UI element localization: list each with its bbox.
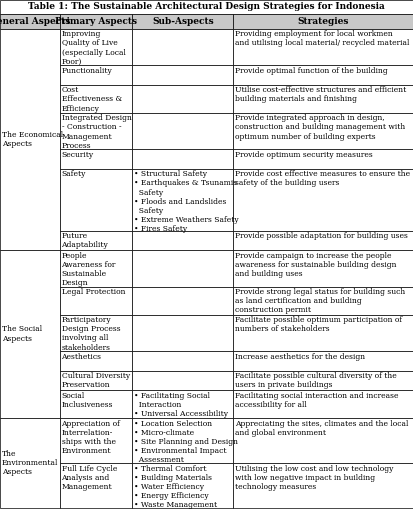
Bar	[132, 390, 233, 418]
Bar	[60, 287, 132, 314]
Bar	[132, 29, 233, 65]
Bar	[60, 29, 132, 65]
Bar	[132, 65, 233, 85]
Text: Facilitate possible optimum participation of
numbers of stakeholders: Facilitate possible optimum participatio…	[235, 316, 402, 333]
Bar	[132, 85, 233, 113]
Bar	[132, 113, 233, 149]
Text: Provide optimum security measures: Provide optimum security measures	[235, 151, 373, 159]
Text: • Facilitating Social
  Interaction
• Universal Accessibility: • Facilitating Social Interaction • Univ…	[134, 391, 228, 418]
Text: Strategies: Strategies	[297, 16, 349, 26]
Bar	[132, 250, 233, 287]
Text: Future
Adaptability: Future Adaptability	[62, 232, 108, 249]
Text: Provide optimal function of the building: Provide optimal function of the building	[235, 67, 388, 75]
Text: Sub-Aspects: Sub-Aspects	[152, 16, 214, 26]
Bar	[60, 65, 132, 85]
Text: Functionality: Functionality	[62, 67, 112, 75]
Bar	[60, 418, 132, 463]
Bar	[60, 169, 132, 230]
Text: Full Life Cycle
Analysis and
Management: Full Life Cycle Analysis and Management	[62, 464, 117, 491]
Bar	[132, 351, 233, 370]
Text: General Aspects: General Aspects	[0, 16, 71, 26]
Bar	[0, 250, 60, 418]
Text: The Economical
Aspects: The Economical Aspects	[2, 131, 63, 148]
Bar	[0, 0, 413, 13]
Text: Utilising the low cost and low technology
with low negative impact in building
t: Utilising the low cost and low technolog…	[235, 464, 393, 491]
Text: Security: Security	[62, 151, 94, 159]
Bar	[60, 250, 132, 287]
Text: The Social
Aspects: The Social Aspects	[2, 325, 42, 343]
Bar	[233, 287, 413, 314]
Text: People
Awareness for
Sustainable
Design: People Awareness for Sustainable Design	[62, 251, 116, 287]
Text: Provide integrated approach in design,
construction and building management with: Provide integrated approach in design, c…	[235, 114, 405, 141]
Bar	[60, 13, 132, 29]
Text: Provide cost effective measures to ensure the
safety of the building users: Provide cost effective measures to ensur…	[235, 170, 410, 187]
Text: Appreciation of
Interrelation-
ships with the
Environment: Appreciation of Interrelation- ships wit…	[62, 420, 121, 455]
Text: Primary Aspects: Primary Aspects	[55, 16, 137, 26]
Text: Provide possible adaptation for building uses: Provide possible adaptation for building…	[235, 232, 408, 240]
Text: • Structural Safety
• Earthquakes & Tsunamis
  Safety
• Floods and Landslides
  : • Structural Safety • Earthquakes & Tsun…	[134, 170, 238, 233]
Text: Facilitating social interaction and increase
accessibility for all: Facilitating social interaction and incr…	[235, 391, 399, 409]
Bar	[132, 230, 233, 250]
Text: Increase aesthetics for the design: Increase aesthetics for the design	[235, 352, 365, 361]
Text: Cost
Effectiveness &
Efficiency: Cost Effectiveness & Efficiency	[62, 86, 122, 113]
Text: Provide strong legal status for building such
as land certification and building: Provide strong legal status for building…	[235, 288, 405, 314]
Bar	[233, 463, 413, 508]
Bar	[233, 314, 413, 351]
Bar	[132, 287, 233, 314]
Text: Improving
Quality of Live
(especially Local
Poor): Improving Quality of Live (especially Lo…	[62, 30, 126, 66]
Bar	[233, 29, 413, 65]
Bar	[0, 29, 60, 250]
Bar	[60, 85, 132, 113]
Bar	[0, 418, 60, 508]
Bar	[132, 418, 233, 463]
Bar	[60, 351, 132, 370]
Bar	[233, 418, 413, 463]
Bar	[60, 230, 132, 250]
Text: • Thermal Comfort
• Building Materials
• Water Efficiency
• Energy Efficiency
• : • Thermal Comfort • Building Materials •…	[134, 464, 217, 509]
Bar	[233, 230, 413, 250]
Bar	[132, 314, 233, 351]
Bar	[233, 370, 413, 390]
Bar	[233, 65, 413, 85]
Text: Providing employment for local workmen
and utilising local material/ recycled ma: Providing employment for local workmen a…	[235, 30, 409, 47]
Bar	[132, 169, 233, 230]
Text: Aesthetics: Aesthetics	[62, 352, 102, 361]
Bar	[60, 149, 132, 169]
Text: Facilitate possible cultural diversity of the
users in private buildings: Facilitate possible cultural diversity o…	[235, 372, 397, 389]
Bar	[60, 390, 132, 418]
Text: Table 1: The Sustainable Architectural Design Strategies for Indonesia: Table 1: The Sustainable Architectural D…	[28, 2, 385, 11]
Bar	[233, 250, 413, 287]
Text: The
Environmental
Aspects: The Environmental Aspects	[2, 450, 58, 476]
Bar	[0, 13, 60, 29]
Bar	[233, 351, 413, 370]
Bar	[233, 85, 413, 113]
Bar	[132, 149, 233, 169]
Text: • Location Selection
• Micro-climate
• Site Planning and Design
• Environmental : • Location Selection • Micro-climate • S…	[134, 420, 238, 464]
Text: Safety: Safety	[62, 170, 86, 178]
Text: Cultural Diversity
Preservation: Cultural Diversity Preservation	[62, 372, 130, 389]
Bar	[233, 113, 413, 149]
Text: Utilise cost-effective structures and efficient
building materials and finishing: Utilise cost-effective structures and ef…	[235, 86, 406, 104]
Text: Social
Inclusiveness: Social Inclusiveness	[62, 391, 113, 409]
Bar	[233, 390, 413, 418]
Bar	[233, 13, 413, 29]
Text: Appreciating the sites, climates and the local
and global environment: Appreciating the sites, climates and the…	[235, 420, 408, 437]
Bar	[60, 113, 132, 149]
Bar	[60, 463, 132, 508]
Bar	[60, 370, 132, 390]
Bar	[60, 314, 132, 351]
Bar	[233, 169, 413, 230]
Bar	[132, 13, 233, 29]
Bar	[132, 370, 233, 390]
Text: Participatory
Design Process
involving all
stakeholders: Participatory Design Process involving a…	[62, 316, 120, 351]
Bar	[132, 463, 233, 508]
Bar	[233, 149, 413, 169]
Text: Integrated Design
- Construction -
Management
Process: Integrated Design - Construction - Manag…	[62, 114, 131, 150]
Text: Provide campaign to increase the people
awareness for sustainable building desig: Provide campaign to increase the people …	[235, 251, 396, 278]
Text: Legal Protection: Legal Protection	[62, 288, 125, 296]
